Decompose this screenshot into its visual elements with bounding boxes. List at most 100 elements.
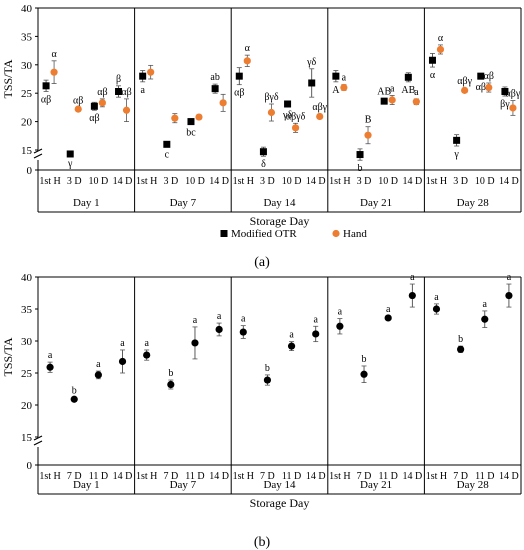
panel-label-b: (b) <box>254 535 271 550</box>
significance-label: α <box>438 33 444 44</box>
significance-label: αβ <box>484 71 494 82</box>
significance-label: b <box>362 354 367 365</box>
significance-label: B <box>365 115 372 126</box>
data-point-square <box>211 85 219 93</box>
data-point-square <box>90 102 98 110</box>
y-tick-label: 30 <box>21 60 33 72</box>
significance-label: αβ <box>121 87 131 98</box>
y-tick-label: 25 <box>21 368 33 380</box>
data-point-circle <box>481 315 489 323</box>
data-point-circle <box>364 131 372 139</box>
x-tick-label: 7 D <box>163 471 178 482</box>
significance-label: A <box>332 85 340 96</box>
significance-label: b <box>458 334 463 345</box>
significance-label: b <box>168 368 173 379</box>
significance-label: c <box>165 150 170 161</box>
data-point-circle <box>505 291 513 300</box>
axis-break-mark <box>33 148 43 154</box>
significance-label: αβγ <box>457 76 472 87</box>
data-point-circle <box>485 83 493 92</box>
x-tick-label: 14 D <box>113 471 133 482</box>
data-point-circle <box>360 370 368 378</box>
significance-label: a <box>410 272 415 283</box>
x-tick-label: 14 D <box>209 471 229 482</box>
y-tick-label: 25 <box>21 88 33 100</box>
y-tick-label: 20 <box>21 117 33 129</box>
y-tick-label: 40 <box>21 3 33 15</box>
x-tick-label: 1st H <box>136 176 157 187</box>
data-point-circle <box>171 114 179 122</box>
y-tick-label: 35 <box>21 304 33 316</box>
significance-label: a <box>96 359 101 370</box>
data-point-circle <box>70 395 78 403</box>
y-tick-label: 0 <box>27 165 33 177</box>
group-label: Day 1 <box>73 479 100 491</box>
significance-label: αβγ <box>312 102 327 113</box>
significance-label: βγ <box>500 99 510 110</box>
significance-label: αβγδ <box>286 111 306 122</box>
data-point-square <box>332 72 340 80</box>
data-point-circle <box>215 325 223 334</box>
significance-label: γ <box>67 159 73 170</box>
data-point-circle <box>312 330 320 338</box>
x-tick-label: 7 D <box>357 471 372 482</box>
x-tick-label: 3 D <box>357 176 372 187</box>
data-point-square <box>235 72 243 80</box>
x-tick-label: 14 D <box>306 471 326 482</box>
data-point-circle <box>167 380 175 389</box>
y-tick-label: 40 <box>21 272 33 284</box>
significance-label: a <box>507 272 512 283</box>
significance-label: α <box>430 70 436 81</box>
x-tick-label: 11 D <box>185 471 204 482</box>
axis-break-mark <box>33 153 43 159</box>
significance-label: ab <box>210 72 219 83</box>
data-point-circle <box>98 99 106 107</box>
significance-label: αβ <box>234 88 244 99</box>
group-label: Day 7 <box>170 197 197 209</box>
x-tick-label: 11 D <box>475 471 494 482</box>
significance-label: a <box>386 304 391 315</box>
group-label: Day 21 <box>360 479 392 491</box>
significance-label: βγδ <box>264 92 279 103</box>
x-tick-label: 1st H <box>329 471 350 482</box>
data-point-circle <box>509 104 517 112</box>
x-tick-label: 10 D <box>89 176 109 187</box>
data-point-square <box>163 140 171 148</box>
data-point-square <box>501 87 509 95</box>
data-point-circle <box>219 99 227 107</box>
y-tick-label: 20 <box>21 400 33 412</box>
significance-label: a <box>193 315 198 326</box>
significance-label: AB <box>377 86 391 97</box>
data-point-circle <box>94 371 102 379</box>
group-label: Day 28 <box>457 479 490 491</box>
significance-label: γδ <box>306 57 316 68</box>
legend-marker-circle <box>332 229 340 238</box>
data-point-square <box>284 100 292 108</box>
x-tick-label: 10 D <box>475 176 495 187</box>
group-label: Day 14 <box>263 479 296 491</box>
data-point-circle <box>287 342 296 350</box>
x-tick-label: 1st H <box>39 471 60 482</box>
significance-label: a <box>338 307 343 318</box>
data-point-square <box>477 72 485 80</box>
significance-label: a <box>120 338 125 349</box>
data-point-square <box>42 82 50 90</box>
x-axis-title: Storage Day <box>250 496 310 510</box>
chart-panel-a: 0 15 20 25 30 35 40 TSS/TA Day 1 1st H 3 D 10 D 14 D… <box>1 3 522 240</box>
significance-label: a <box>390 83 395 94</box>
x-tick-label: 7 D <box>453 471 468 482</box>
significance-label: α <box>51 49 57 60</box>
legend-label: Hand <box>343 228 367 240</box>
x-tick-label: 10 D <box>378 176 398 187</box>
significance-label: αβγ <box>506 89 521 100</box>
data-point-square <box>380 97 388 105</box>
data-point-circle <box>239 328 247 336</box>
x-axis-title: Storage Day <box>250 214 310 228</box>
x-tick-label: 11 D <box>89 471 108 482</box>
significance-label: a <box>434 292 439 303</box>
data-point-square <box>115 87 123 95</box>
significance-label: a <box>289 330 294 341</box>
data-point-circle <box>267 108 276 117</box>
x-tick-label: 14 D <box>306 176 326 187</box>
y-tick-label: 0 <box>27 460 33 472</box>
